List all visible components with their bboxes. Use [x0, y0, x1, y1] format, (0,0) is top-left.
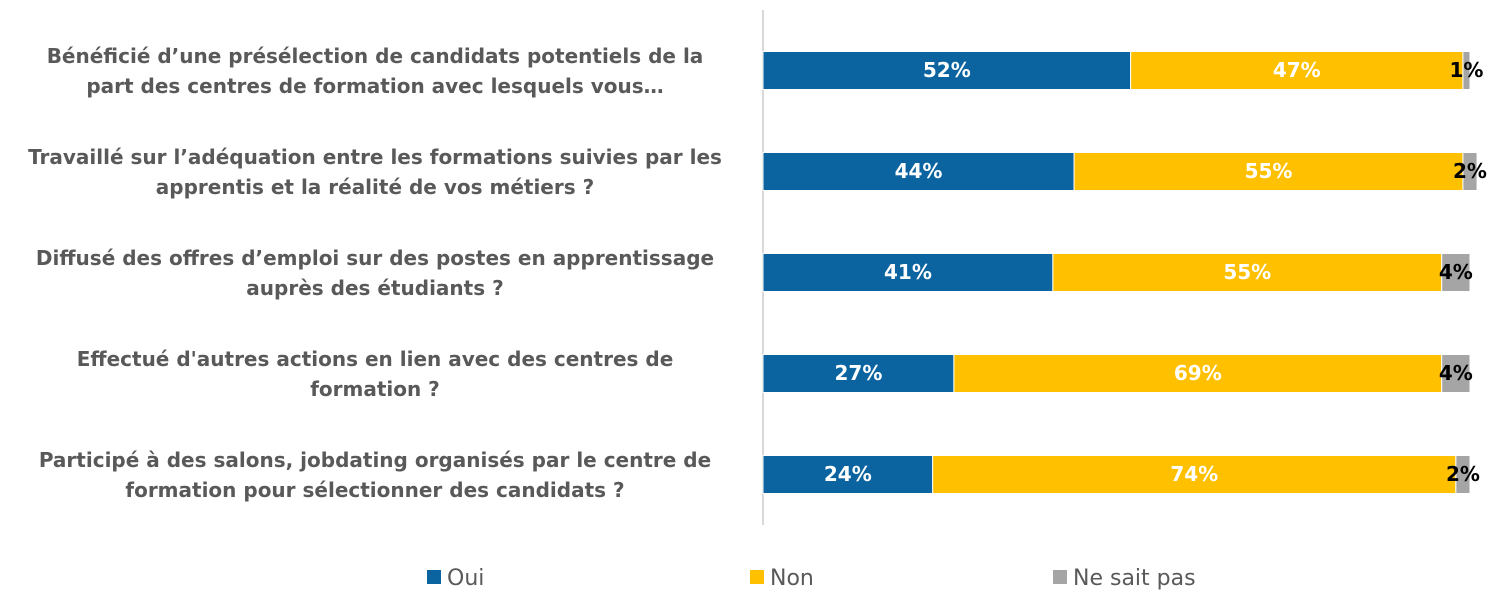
bar-segment	[1462, 152, 1478, 191]
bar-segment	[1073, 152, 1464, 191]
value-label: 4%	[1439, 260, 1473, 284]
category-label: Effectué d'autres actions en lien avec d…	[76, 346, 674, 401]
value-label: 52%	[923, 58, 971, 82]
legend-swatch	[750, 570, 764, 584]
legend-label: Ne sait pas	[1073, 566, 1196, 591]
value-label: 2%	[1446, 462, 1480, 486]
bar-segment	[762, 455, 934, 494]
category-label: Travaillé sur l’adéquation entre les for…	[28, 144, 722, 199]
value-label: 2%	[1453, 159, 1487, 183]
value-label: 55%	[1245, 159, 1293, 183]
value-label: 44%	[895, 159, 943, 183]
value-label: 47%	[1273, 58, 1321, 82]
legend-label: Oui	[447, 566, 484, 591]
bar-segment	[932, 455, 1457, 494]
value-label: 27%	[835, 361, 883, 385]
legend-swatch	[427, 570, 441, 584]
value-label: 69%	[1174, 361, 1222, 385]
bar-segment	[953, 354, 1443, 393]
value-label: 1%	[1449, 58, 1483, 82]
bar-segment	[1441, 354, 1471, 393]
value-label: 41%	[884, 260, 932, 284]
bar-segment	[762, 354, 955, 393]
value-label: 55%	[1223, 260, 1271, 284]
bar-segment	[762, 253, 1054, 292]
bar-segment	[762, 152, 1075, 191]
bar-segment	[1462, 51, 1471, 90]
value-label: 24%	[824, 462, 872, 486]
value-label: 74%	[1170, 462, 1218, 486]
bar-segment	[1441, 253, 1471, 292]
bar-segment	[1130, 51, 1464, 90]
category-label: Bénéficié d’une présélection de candidat…	[46, 43, 704, 98]
value-label: 4%	[1439, 361, 1473, 385]
bar-segment	[1455, 455, 1471, 494]
category-label: Diffusé des offres d’emploi sur des post…	[35, 245, 715, 300]
category-label: Participé à des salons, jobdating organi…	[38, 447, 712, 502]
legend-label: Non	[770, 566, 814, 591]
bar-segment	[1052, 253, 1443, 292]
legend-swatch	[1053, 570, 1067, 584]
